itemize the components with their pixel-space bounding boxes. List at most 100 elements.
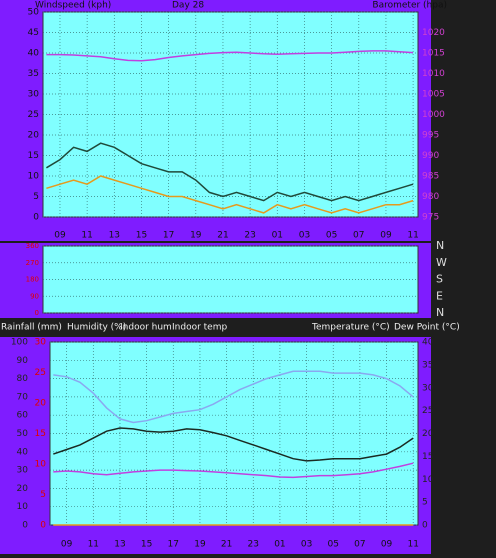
y2-tick-label: 1005 (422, 90, 445, 100)
legend-label: Temperature (°C) (311, 323, 390, 333)
y2-tick-label: 980 (422, 192, 439, 202)
y-tick-label: 90 (17, 356, 29, 366)
y-tick-label: 0 (33, 213, 39, 223)
y-tick-label: 40 (28, 49, 40, 59)
y2-tick-label: 975 (422, 213, 439, 223)
x-tick-label: 09 (381, 540, 393, 550)
y3-tick-label: 5 (40, 490, 46, 500)
y2-tick-label: 1000 (422, 110, 445, 120)
y-tick-label: 10 (17, 502, 29, 512)
y-tick-label: 180 (26, 276, 39, 284)
series-line (46, 50, 414, 62)
y2-tick-label: 40 (422, 338, 434, 348)
y-tick-label: 35 (28, 69, 39, 79)
y2-tick-label: 15 (422, 452, 433, 462)
x-tick-label: 15 (136, 231, 147, 241)
x-tick-label: 03 (301, 540, 312, 550)
y-tick-label: 30 (17, 466, 29, 476)
x-tick-label: 07 (353, 231, 364, 241)
chart-title: Day 28 (172, 1, 204, 11)
y-tick-label: 80 (17, 374, 29, 384)
y2-tick-label: 990 (422, 151, 439, 161)
y-tick-label: 90 (30, 292, 39, 300)
y3-tick-label: 15 (35, 429, 46, 439)
y2-tick-label: 995 (422, 131, 439, 141)
y-tick-label: 50 (17, 429, 29, 439)
x-tick-label: 01 (272, 231, 283, 241)
x-tick-label: 19 (194, 540, 206, 550)
legend-label: Dew Point (°C) (394, 323, 460, 333)
x-tick-label: 19 (190, 231, 202, 241)
series-line (46, 142, 414, 202)
y2-tick-label: E (436, 289, 443, 302)
y2-tick-label: 1010 (422, 69, 445, 79)
y2-axis-title: Barometer (hpa) (372, 1, 447, 11)
x-tick-label: 13 (114, 540, 125, 550)
y-tick-label: 25 (28, 110, 39, 120)
y2-tick-label: 35 (422, 360, 433, 370)
legend-label: Indoor hum (120, 323, 172, 333)
y3-tick-label: 20 (35, 399, 47, 409)
series-line (46, 175, 414, 214)
y-tick-label: 5 (33, 192, 39, 202)
series-line (53, 427, 414, 462)
y-tick-label: 70 (17, 392, 29, 402)
x-tick-label: 07 (354, 540, 365, 550)
y2-tick-label: 30 (422, 383, 434, 393)
legend-label: Humidity (%) (67, 323, 126, 333)
x-tick-label: 11 (407, 231, 418, 241)
y-tick-label: 30 (28, 90, 40, 100)
y-tick-label: 20 (17, 484, 29, 494)
x-tick-label: 23 (244, 231, 255, 241)
x-tick-label: 11 (81, 231, 92, 241)
y2-tick-label: 5 (422, 498, 428, 508)
y2-tick-label: 25 (422, 406, 433, 416)
y3-tick-label: 25 (35, 368, 46, 378)
y2-tick-label: 10 (422, 475, 434, 485)
legend-label: Indoor temp (172, 323, 227, 333)
x-tick-label: 09 (61, 540, 73, 550)
y2-tick-label: N (436, 239, 444, 252)
x-tick-label: 05 (326, 231, 337, 241)
y-tick-label: 100 (11, 338, 28, 348)
x-tick-label: 09 (54, 231, 66, 241)
y-tick-label: 360 (26, 242, 39, 250)
x-tick-label: 09 (380, 231, 392, 241)
x-tick-label: 23 (248, 540, 259, 550)
y-tick-label: 0 (35, 309, 39, 317)
x-tick-label: 11 (407, 540, 418, 550)
x-tick-label: 01 (274, 540, 285, 550)
x-tick-label: 17 (163, 231, 174, 241)
y2-tick-label: N (436, 306, 444, 319)
x-tick-label: 11 (88, 540, 99, 550)
y-tick-label: 40 (17, 447, 29, 457)
y2-tick-label: 1015 (422, 49, 445, 59)
y-tick-label: 45 (28, 28, 39, 38)
y2-tick-label: 985 (422, 172, 439, 182)
x-tick-label: 15 (141, 540, 152, 550)
x-tick-label: 05 (328, 540, 339, 550)
x-tick-label: 21 (221, 540, 232, 550)
y2-tick-label: 0 (422, 521, 428, 531)
y2-tick-label: S (436, 273, 443, 286)
y-tick-label: 0 (22, 521, 28, 531)
series-line (53, 370, 414, 424)
series-line (53, 462, 414, 479)
x-tick-label: 21 (217, 231, 228, 241)
y-tick-label: 60 (17, 411, 29, 421)
x-tick-label: 17 (168, 540, 179, 550)
y3-tick-label: 30 (35, 338, 47, 348)
legend-label: Rainfall (mm) (1, 323, 62, 333)
y3-tick-label: 0 (40, 521, 46, 531)
y-tick-label: 20 (28, 131, 40, 141)
y-tick-label: 15 (28, 151, 39, 161)
y-tick-label: 10 (28, 172, 40, 182)
y-axis-title: Windspeed (kph) (35, 1, 111, 11)
y-tick-label: 270 (26, 259, 39, 267)
y2-tick-label: W (436, 256, 447, 269)
y2-tick-label: 1020 (422, 28, 445, 38)
y-tick-label: 50 (28, 8, 40, 18)
y2-tick-label: 20 (422, 429, 434, 439)
